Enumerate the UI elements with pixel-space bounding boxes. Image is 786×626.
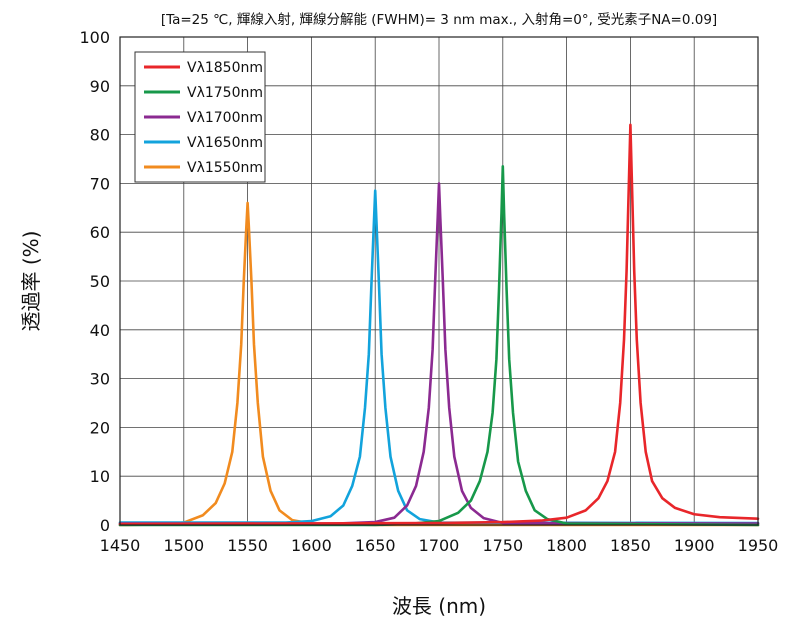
plot-frame xyxy=(119,36,759,526)
tick-labels: 1450 1500 1550 1600 1650 1700 1750 1800 1850 1900… xyxy=(79,28,778,555)
legend-entry-label: Vλ1750nm xyxy=(187,85,263,101)
y-axis-label: 透過率 (%) xyxy=(19,231,43,332)
y-tick-label: 30 xyxy=(90,370,110,389)
x-tick-label: 1600 xyxy=(291,536,332,555)
conditions-annotation: [Ta=25 ℃, 輝線入射, 輝線分解能 (FWHM)= 3 nm max.,… xyxy=(161,12,717,28)
x-tick-label: 1900 xyxy=(674,536,715,555)
series-line xyxy=(118,165,760,527)
y-tick-label: 60 xyxy=(90,223,110,242)
y-tick-label: 80 xyxy=(90,126,110,145)
y-tick-label: 100 xyxy=(79,28,110,47)
x-tick-label: 1800 xyxy=(546,536,587,555)
x-tick-label: 1450 xyxy=(100,536,141,555)
y-tick-label: 0 xyxy=(100,516,110,535)
y-tick-label: 90 xyxy=(90,77,110,96)
x-tick-label: 1700 xyxy=(419,536,460,555)
legend-entry-label: Vλ1650nm xyxy=(187,135,263,151)
legend-entry-label: Vλ1550nm xyxy=(187,160,263,176)
series-line xyxy=(118,182,760,525)
y-tick-label: 20 xyxy=(90,418,110,437)
y-tick-label: 40 xyxy=(90,321,110,340)
x-tick-label: 1850 xyxy=(610,536,651,555)
y-tick-label: 50 xyxy=(90,272,110,291)
legend: Vλ1850nm Vλ1750nm Vλ1700nm Vλ1650nm Vλ1550nm xyxy=(134,51,266,183)
x-tick-label: 1950 xyxy=(738,536,779,555)
x-tick-label: 1650 xyxy=(355,536,396,555)
y-tick-label: 10 xyxy=(90,467,110,486)
y-tick-label: 70 xyxy=(90,174,110,193)
legend-entry-label: Vλ1850nm xyxy=(187,60,263,76)
x-tick-label: 1550 xyxy=(227,536,268,555)
legend-entry-label: Vλ1700nm xyxy=(187,110,263,126)
series-line xyxy=(118,123,760,526)
series-line xyxy=(118,189,760,525)
series-lines xyxy=(118,123,760,527)
x-tick-label: 1750 xyxy=(482,536,523,555)
x-axis-label: 波長 (nm) xyxy=(392,594,486,618)
series-line xyxy=(118,201,760,527)
x-tick-label: 1500 xyxy=(163,536,204,555)
